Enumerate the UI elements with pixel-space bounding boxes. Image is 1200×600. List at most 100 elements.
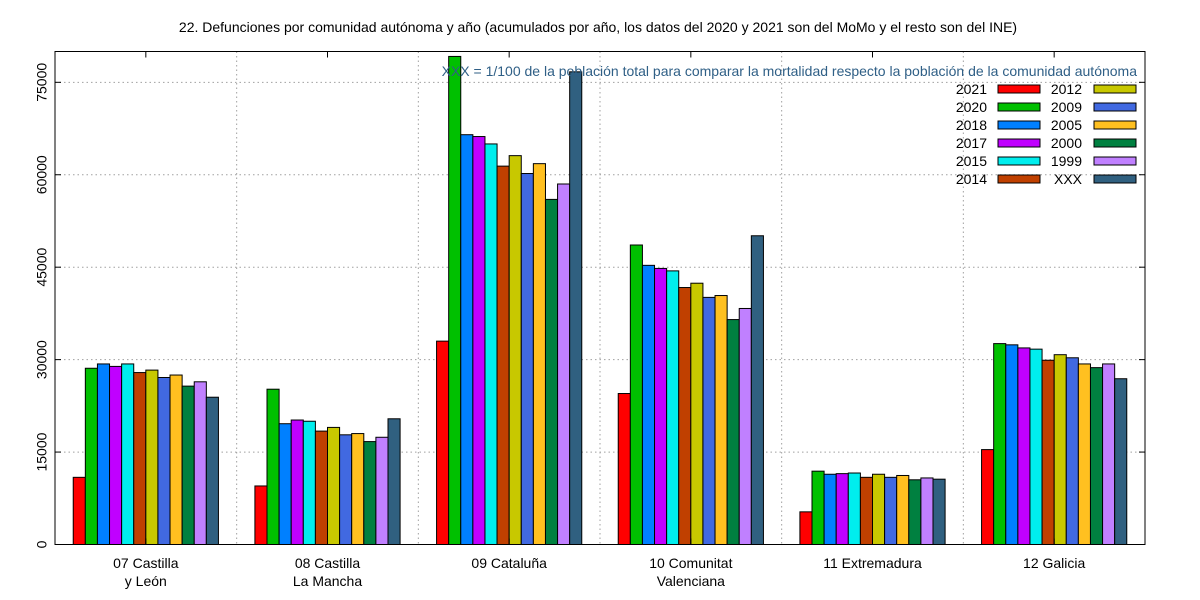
bar [835, 473, 849, 546]
legend-label: 2018 [956, 117, 987, 133]
bar [557, 183, 571, 545]
bar [302, 420, 316, 545]
bar [472, 136, 486, 545]
legend-swatch [997, 120, 1041, 130]
bar [375, 436, 389, 545]
legend-swatch [1093, 120, 1137, 130]
legend-label: 2015 [956, 153, 987, 169]
y-tick-label: 45000 [34, 248, 50, 287]
bar [436, 340, 450, 546]
bar [520, 173, 534, 546]
bars [72, 55, 1128, 546]
x-tick-label: y León [125, 573, 167, 589]
bar [327, 426, 341, 546]
bar [496, 165, 510, 545]
bar [1102, 363, 1116, 545]
bar [1053, 354, 1067, 545]
bar [847, 472, 861, 546]
legend-label: 1999 [1051, 153, 1082, 169]
bar [157, 376, 171, 545]
bar [932, 478, 946, 545]
bar [363, 441, 377, 545]
bar [96, 363, 111, 545]
bar [133, 372, 147, 545]
bar [908, 479, 922, 546]
y-tick-label: 30000 [34, 340, 50, 379]
bar [726, 319, 740, 545]
bar [544, 198, 559, 545]
y-tick-label: 75000 [34, 63, 50, 102]
bar [266, 388, 280, 545]
bar [387, 418, 401, 545]
bar [872, 473, 886, 545]
bar [920, 477, 934, 546]
bar [859, 476, 874, 545]
bar [714, 295, 728, 545]
bar [811, 470, 825, 546]
bar [617, 393, 631, 545]
bar [193, 381, 207, 545]
bar [1077, 363, 1091, 545]
bar [145, 369, 159, 545]
bar [690, 282, 704, 545]
bar [278, 423, 292, 545]
bar [121, 363, 135, 545]
bar [738, 307, 752, 545]
x-tick-label: 07 Castilla [113, 555, 179, 571]
legend-swatch [997, 102, 1041, 112]
legend-label: 2021 [956, 81, 987, 97]
legend-swatch [1093, 174, 1137, 184]
bar [896, 474, 910, 546]
bar [448, 55, 462, 546]
bar [569, 71, 583, 546]
bar [72, 476, 86, 545]
bar [460, 134, 474, 545]
x-tick-label: 08 Castilla [295, 555, 361, 571]
bar [750, 235, 764, 545]
x-tick-label: 11 Extremadura [823, 555, 922, 571]
y-tick-label: 15000 [34, 432, 50, 471]
grid [55, 51, 1145, 545]
x-tick-label: La Mancha [293, 573, 362, 589]
annotation-text: XXX = 1/100 de la población total para c… [442, 63, 1138, 79]
bar [641, 264, 656, 545]
bar [109, 365, 123, 545]
legend-swatch [1093, 84, 1137, 94]
y-tick-label: 0 [34, 540, 50, 548]
bar [823, 473, 837, 545]
legend-swatch [1093, 156, 1137, 166]
legend-swatch [997, 84, 1041, 94]
bar [993, 343, 1007, 546]
bar [1029, 348, 1043, 545]
chart-title: 22. Defunciones por comunidad autónoma y… [179, 19, 1017, 35]
legend: 2021 2020 2018 2017 2015 2014 2012 2009 2005 2000… [956, 81, 1137, 187]
bar [84, 367, 98, 545]
bar [169, 374, 183, 545]
bar [981, 449, 995, 545]
bar [314, 430, 328, 545]
x-tick-label: 09 Cataluña [471, 555, 547, 571]
legend-label: 2020 [956, 99, 987, 115]
bar [205, 396, 219, 545]
legend-swatch [997, 174, 1041, 184]
bar [254, 485, 268, 545]
bar [1089, 367, 1104, 546]
legend-label: 2014 [956, 171, 987, 187]
bar [702, 296, 716, 546]
bar [666, 270, 680, 545]
legend-label: 2017 [956, 135, 987, 151]
bar [884, 476, 898, 545]
bar [484, 143, 498, 545]
legend-label: 2005 [1051, 117, 1082, 133]
plot-frame [54, 51, 1146, 545]
y-tick-label: 60000 [34, 155, 50, 194]
legend-swatch [997, 156, 1041, 166]
bar [508, 155, 522, 546]
legend-swatch [1093, 138, 1137, 148]
bar [654, 267, 668, 545]
legend-label: 2012 [1051, 81, 1082, 97]
bar [290, 419, 304, 545]
legend-label: 2000 [1051, 135, 1082, 151]
bar [678, 287, 692, 545]
bar [1065, 357, 1079, 545]
